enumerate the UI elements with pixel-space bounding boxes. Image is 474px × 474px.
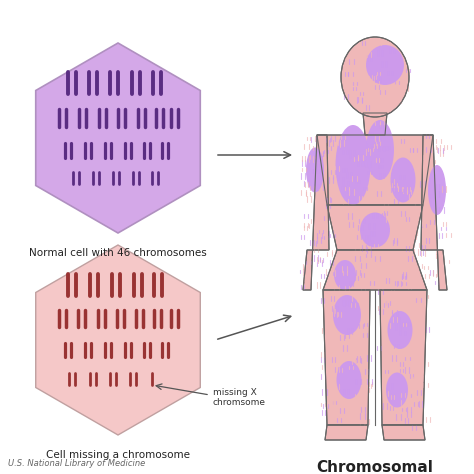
Ellipse shape xyxy=(337,361,362,399)
Text: Normal cell with 46 chromosomes: Normal cell with 46 chromosomes xyxy=(29,248,207,258)
Ellipse shape xyxy=(391,157,416,202)
Polygon shape xyxy=(323,290,370,425)
Ellipse shape xyxy=(428,165,446,215)
Ellipse shape xyxy=(386,373,408,408)
Text: missing X
chromsome: missing X chromsome xyxy=(213,388,266,407)
Text: Cell missing a chromosome: Cell missing a chromosome xyxy=(46,450,190,460)
Polygon shape xyxy=(36,245,201,435)
Polygon shape xyxy=(323,250,427,290)
Polygon shape xyxy=(325,425,368,440)
Polygon shape xyxy=(36,43,201,233)
Polygon shape xyxy=(382,425,425,440)
Polygon shape xyxy=(380,290,427,425)
Polygon shape xyxy=(317,135,433,205)
Ellipse shape xyxy=(366,120,394,180)
Ellipse shape xyxy=(388,311,412,349)
Text: U.S. National Library of Medicine: U.S. National Library of Medicine xyxy=(8,459,145,468)
Polygon shape xyxy=(363,113,387,135)
Polygon shape xyxy=(421,135,447,290)
Ellipse shape xyxy=(366,45,404,85)
Ellipse shape xyxy=(360,212,390,247)
Ellipse shape xyxy=(336,125,371,205)
Text: Chromosomal
Mosaicism: Chromosomal Mosaicism xyxy=(317,460,433,474)
Ellipse shape xyxy=(333,295,361,335)
Ellipse shape xyxy=(306,147,324,192)
Ellipse shape xyxy=(334,260,356,290)
Polygon shape xyxy=(327,205,423,250)
Ellipse shape xyxy=(341,37,409,117)
Polygon shape xyxy=(303,135,329,290)
